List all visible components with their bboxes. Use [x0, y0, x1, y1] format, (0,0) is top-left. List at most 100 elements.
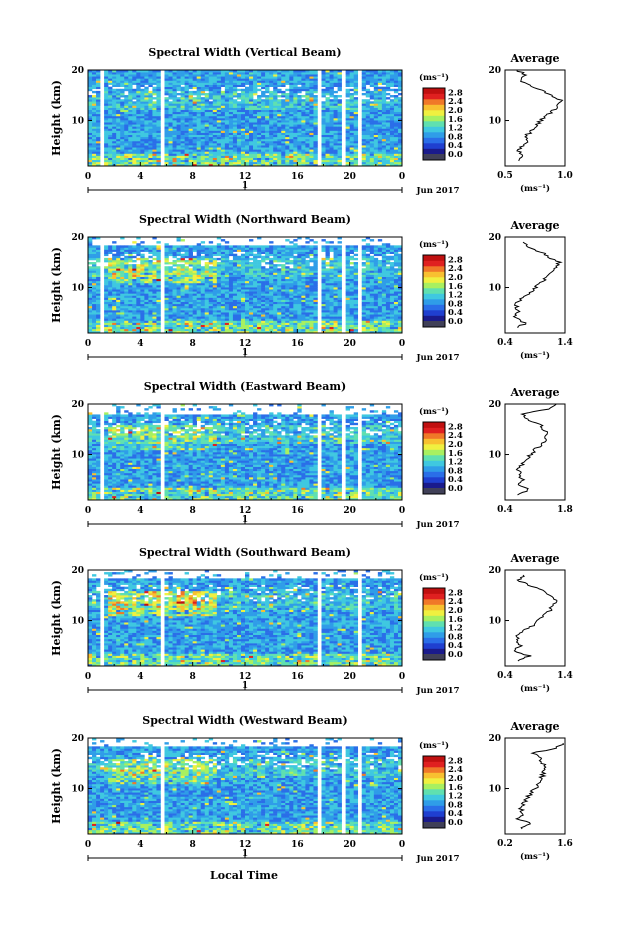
heatmap-cell — [313, 80, 318, 83]
heatmap-cell — [216, 314, 222, 317]
heatmap-cell — [108, 88, 113, 92]
heatmap-cell — [305, 74, 310, 77]
heatmap-cell — [212, 80, 218, 83]
heatmap-cell — [301, 86, 306, 90]
heatmap-cell — [216, 310, 222, 313]
heatmap-cell — [273, 72, 278, 75]
heatmap-cell — [144, 301, 149, 305]
heatmap-cell — [224, 86, 230, 90]
heatmap-cell — [196, 126, 202, 129]
heatmap-cell — [96, 151, 101, 154]
heatmap-cell — [245, 118, 250, 121]
heatmap-cell — [265, 122, 270, 125]
heatmap-cell — [144, 293, 149, 296]
heatmap-cell — [96, 149, 101, 152]
heatmap-cell — [353, 297, 359, 300]
heatmap-cell — [136, 291, 141, 294]
heatmap-cell — [144, 326, 149, 330]
heatmap-cell — [156, 149, 161, 152]
heatmap-cell — [353, 128, 359, 131]
heatmap-cell — [112, 120, 117, 123]
heatmap-cell — [337, 136, 342, 140]
heatmap-cell — [156, 163, 161, 167]
heatmap-cell — [148, 78, 153, 81]
heatmap-cell — [156, 95, 161, 98]
heatmap-cell — [305, 115, 310, 119]
heatmap-cell — [377, 111, 383, 115]
heatmap-cell — [216, 320, 222, 323]
heatmap-cell — [345, 101, 350, 104]
heatmap-cell — [228, 95, 234, 98]
heatmap-cell — [285, 151, 290, 154]
heatmap-cell — [92, 312, 97, 315]
heatmap-cell — [92, 299, 97, 302]
heatmap-cell — [277, 163, 282, 167]
heatmap-cell — [373, 145, 379, 148]
heatmap-cell — [265, 151, 270, 154]
heatmap-cell — [184, 312, 189, 315]
heatmap-cell — [265, 103, 270, 106]
heatmap-cell — [164, 74, 169, 77]
heatmap-cell — [212, 128, 218, 131]
heatmap-cell — [164, 111, 169, 115]
heatmap-cell — [104, 136, 109, 140]
heatmap-cell — [228, 301, 234, 305]
heatmap-cell — [289, 326, 294, 330]
heatmap-cell — [365, 118, 371, 121]
heatmap-cell — [172, 326, 177, 330]
heatmap-cell — [337, 76, 342, 79]
heatmap-cell — [345, 130, 350, 133]
heatmap-cell — [104, 72, 109, 75]
heatmap-cell — [196, 138, 202, 142]
heatmap-cell — [96, 318, 101, 321]
heatmap-cell — [309, 143, 314, 146]
heatmap-cell — [212, 143, 218, 146]
heatmap-cell — [385, 293, 391, 296]
heatmap-cell — [116, 291, 121, 294]
heatmap-cell — [172, 293, 177, 296]
heatmap-cell — [128, 303, 133, 307]
heatmap-cell — [301, 293, 306, 296]
heatmap-cell — [112, 322, 117, 325]
heatmap-cell — [192, 145, 197, 148]
heatmap-cell — [273, 80, 278, 83]
heatmap-cell — [325, 289, 330, 292]
heatmap-cell — [108, 122, 113, 125]
heatmap-cell — [196, 140, 202, 144]
heatmap-cell — [385, 97, 391, 100]
heatmap-cell — [281, 328, 286, 332]
heatmap-cell — [88, 126, 93, 129]
heatmap-cell — [144, 316, 149, 319]
heatmap-cell — [325, 324, 330, 328]
heatmap-cell — [313, 95, 318, 98]
heatmap-cell — [120, 324, 125, 328]
heatmap-cell — [220, 295, 226, 298]
heatmap-cell — [220, 134, 226, 138]
heatmap-cell — [188, 299, 193, 302]
heatmap-cell — [224, 153, 230, 156]
heatmap-cell — [232, 101, 238, 104]
heatmap-cell — [385, 163, 391, 167]
heatmap-cell — [377, 159, 383, 163]
heatmap-cell — [385, 157, 391, 161]
heatmap-cell — [180, 155, 185, 158]
heatmap-cell — [128, 289, 133, 292]
heatmap-cell — [168, 105, 173, 108]
heatmap-cell — [232, 92, 238, 96]
heatmap-cell — [104, 138, 109, 142]
heatmap-cell — [96, 297, 101, 300]
heatmap-cell — [377, 90, 383, 94]
heatmap-cell — [333, 297, 338, 300]
heatmap-cell — [192, 138, 197, 142]
heatmap-cell — [180, 328, 185, 332]
heatmap-cell — [277, 316, 282, 319]
heatmap-cell — [333, 99, 338, 102]
heatmap-cell — [196, 307, 202, 311]
heatmap-cell — [92, 118, 97, 121]
heatmap-cell — [240, 76, 246, 79]
heatmap-cell — [104, 289, 109, 292]
heatmap-cell — [204, 82, 210, 85]
heatmap-cell — [309, 285, 314, 288]
heatmap-cell — [261, 145, 266, 148]
heatmap-cell — [240, 326, 246, 330]
